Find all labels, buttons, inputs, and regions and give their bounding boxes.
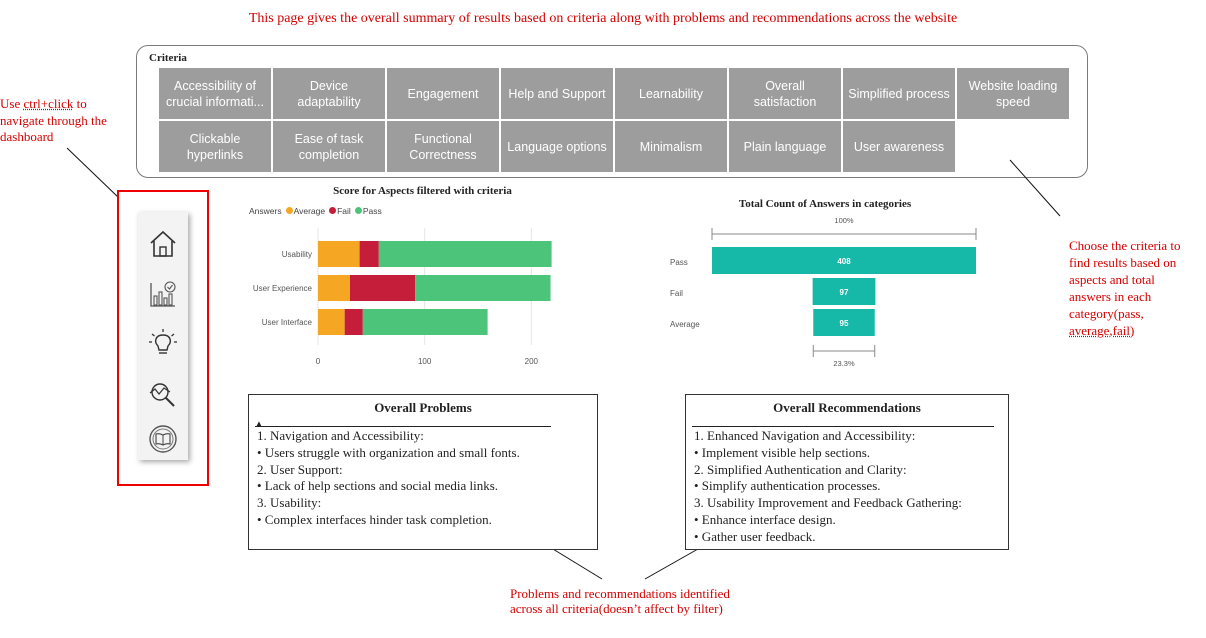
overall-problems-box: Overall Problems ▲ 1. Navigation and Acc… <box>248 394 598 550</box>
criteria-tile-learnability[interactable]: Learnability <box>615 68 727 119</box>
bar-fail-usability <box>359 241 379 267</box>
funnel-value-label: 95 <box>840 319 849 328</box>
analytics-search-icon[interactable] <box>148 379 178 409</box>
overall-recommendations-box: Overall Recommendations 1. Enhanced Navi… <box>685 394 1009 550</box>
problem-line: 2. User Support: <box>257 461 343 477</box>
y-tick-label: Usability <box>282 250 312 259</box>
navigation-highlight-box <box>117 190 209 486</box>
problem-line: • Users struggle with organization and s… <box>257 444 520 460</box>
funnel-bar-fail <box>812 278 876 305</box>
navigation-panel <box>138 212 188 460</box>
recommendation-line: • Simplify authentication processes. <box>694 478 881 494</box>
problem-line: 3. Usability: <box>257 495 322 511</box>
legend-fail[interactable]: Fail <box>329 206 351 216</box>
funnel-category-label: Pass <box>670 258 688 267</box>
bar-average-usability <box>318 241 360 267</box>
problems-recommendations-note: Problems and recommendations identified a… <box>510 586 730 616</box>
criteria-tile-help-and-support[interactable]: Help and Support <box>501 68 613 119</box>
recommendation-line: 3. Usability Improvement and Feedback Ga… <box>694 495 962 511</box>
criteria-tile-device-adaptability[interactable]: Device adaptability <box>273 68 385 119</box>
bar-average-user-interface <box>318 309 345 335</box>
bar-pass-usability <box>378 241 552 267</box>
bar-pass-user-interface <box>362 309 488 335</box>
criteria-tile-functional-correctness[interactable]: Functional Correctness <box>387 121 499 172</box>
nav-instruction-note: Use ctrl+click to navigate through the d… <box>0 96 107 144</box>
y-tick-label: User Interface <box>262 318 313 327</box>
recommendation-line: • Gather user feedback. <box>694 528 816 544</box>
problems-title: Overall Problems <box>374 400 472 415</box>
bar-fail-user-experience <box>350 275 416 301</box>
legend-pass[interactable]: Pass <box>354 206 382 216</box>
recommendations-title: Overall Recommendations <box>773 400 921 415</box>
funnel-category-label: Fail <box>670 289 683 298</box>
criteria-tile-user-awareness[interactable]: User awareness <box>843 121 955 172</box>
recommendation-line: 2. Simplified Authentication and Clarity… <box>694 461 907 477</box>
collapse-arrow-icon[interactable]: ▲ <box>255 419 263 428</box>
page-description: This page gives the overall summary of r… <box>248 11 958 26</box>
y-tick-label: User Experience <box>253 284 313 293</box>
criteria-tile-accessibility-of-crucial-informati[interactable]: Accessibility of crucial informati... <box>159 68 271 119</box>
criteria-slicer: Criteria Accessibility of crucial inform… <box>136 45 1088 178</box>
problems-list: 1. Navigation and Accessibility: • Users … <box>257 428 597 529</box>
criteria-title: Criteria <box>149 52 187 64</box>
funnel-value-label: 97 <box>840 288 849 297</box>
problem-line: 1. Navigation and Accessibility: <box>257 428 424 443</box>
criteria-tile-clickable-hyperlinks[interactable]: Clickable hyperlinks <box>159 121 271 172</box>
funnel-bar-average <box>813 309 875 336</box>
recommendations-list: 1. Enhanced Navigation and Accessibility… <box>694 428 1008 546</box>
criteria-tile-plain-language[interactable]: Plain language <box>729 121 841 172</box>
answers-funnel-chart: 100% Pass 408 Fail 97 Average 95 23.3% <box>670 216 977 368</box>
criteria-tile-simplified-process[interactable]: Simplified process <box>843 68 955 119</box>
problem-line: • Complex interfaces hinder task complet… <box>257 511 492 527</box>
bar-pass-user-experience <box>415 275 551 301</box>
recommendation-line: • Implement visible help sections. <box>694 444 871 460</box>
bar-fail-user-interface <box>344 309 363 335</box>
lightbulb-icon[interactable] <box>148 328 178 358</box>
criteria-tile-minimalism[interactable]: Minimalism <box>615 121 727 172</box>
top-percent-label: 100% <box>834 216 854 225</box>
bottom-percent-label: 23.3% <box>833 359 855 368</box>
criteria-instruction-note: Choose the criteria to find results based… <box>1069 238 1181 338</box>
problem-line: • Lack of help sections and social media… <box>257 478 499 494</box>
criteria-tile-website-loading-speed[interactable]: Website loading speed <box>957 68 1069 119</box>
recommendation-line: • Enhance interface design. <box>694 511 836 527</box>
bar-average-user-experience <box>318 275 350 301</box>
criteria-tile-engagement[interactable]: Engagement <box>387 68 499 119</box>
criteria-tile-ease-of-task-completion[interactable]: Ease of task completion <box>273 121 385 172</box>
criteria-tile-overall-satisfaction[interactable]: Overall satisfaction <box>729 68 841 119</box>
funnel-category-label: Average <box>670 320 700 329</box>
x-tick-label: 0 <box>316 357 321 366</box>
recommendation-line: 1. Enhanced Navigation and Accessibility… <box>694 428 916 443</box>
score-chart-title: Score for Aspects filtered with criteria <box>333 185 512 197</box>
funnel-value-label: 408 <box>837 257 851 266</box>
report-chart-icon[interactable] <box>148 279 178 309</box>
home-icon[interactable] <box>148 229 178 259</box>
legend-average[interactable]: Average <box>285 206 325 216</box>
ctrl-click-text: ctrl+click <box>23 96 74 111</box>
score-stacked-bar-chart: 0 100 200 Usability User Experience User Inte… <box>253 228 552 366</box>
count-chart-title: Total Count of Answers in categories <box>738 198 912 210</box>
legend-title: Answers <box>249 206 282 216</box>
chart-legend: Answers Average Fail Pass <box>249 206 382 216</box>
x-tick-label: 200 <box>525 357 539 366</box>
book-icon[interactable] <box>148 424 178 454</box>
x-tick-label: 100 <box>418 357 432 366</box>
criteria-tile-language-options[interactable]: Language options <box>501 121 613 172</box>
funnel-bar-pass <box>712 247 976 274</box>
